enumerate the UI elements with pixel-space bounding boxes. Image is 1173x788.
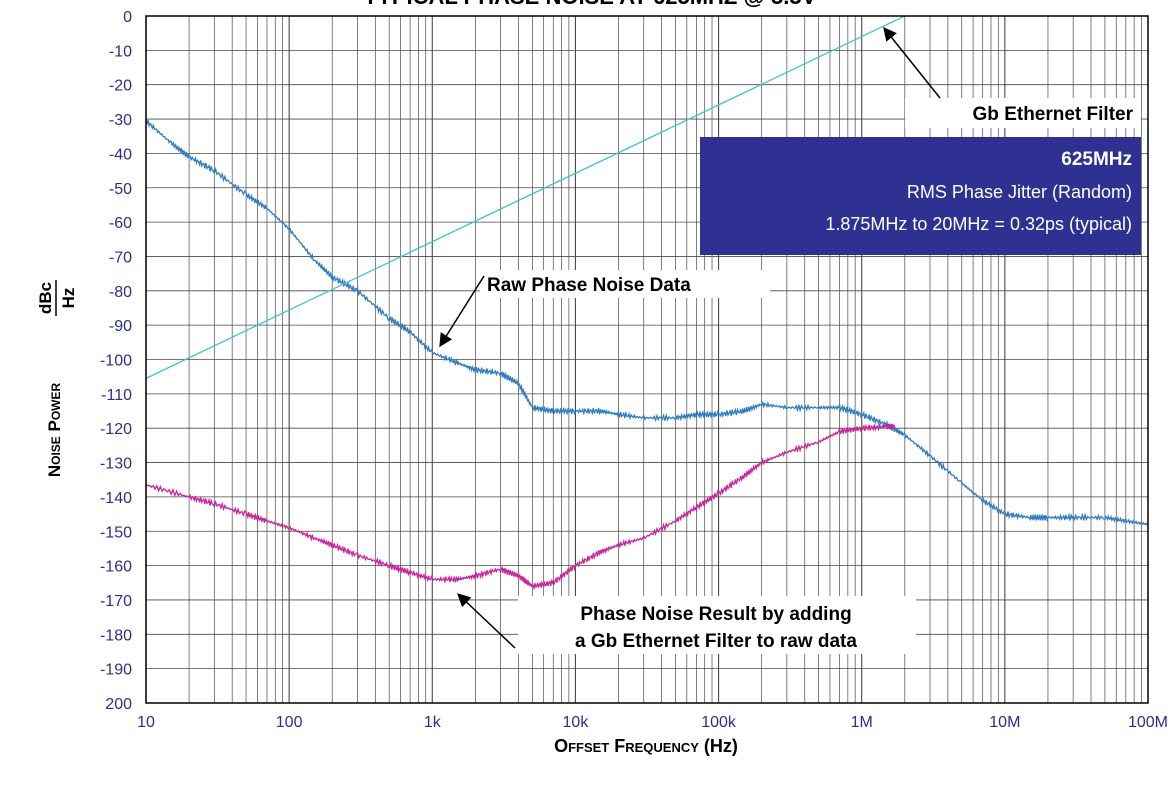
y-tick-label: -190 [100,662,132,679]
x-tick-label: 1k [424,714,442,731]
y-tick-labels: 0 -10 -20 -30 -40 -50 -60 -70 -80 -90 -100 -110 -120… [100,9,132,713]
raw-label-bg [480,270,770,298]
result-label-line1: Phase Noise Result by adding [580,604,851,625]
y-tick-label: 200 [105,696,132,713]
plot-frame [145,15,1149,704]
series-layer [146,16,1148,591]
y-tick-label: -110 [101,387,132,404]
y-tick-label: -30 [109,112,132,129]
result-label-line2: a Gb Ethernet Filter to raw data [575,631,857,652]
x-axis-title: Offset Frequency (Hz) [554,736,738,756]
raw-label: Raw Phase Noise Data [487,275,691,296]
jitter-value: 1.875MHz to 20MHz = 0.32ps (typical) [825,214,1132,234]
y-tick-label: -180 [100,627,132,644]
raw-arrow [439,275,485,348]
y-tick-label: -60 [109,215,132,232]
y-tick-label: -170 [100,593,132,610]
x-tick-label: 100k [701,714,737,731]
y-tick-label: -20 [109,78,132,95]
series-line-3 [146,422,896,591]
y-tick-label: -140 [100,490,132,507]
filter-arrow [883,26,941,99]
y-tick-label: -70 [109,249,132,266]
x-tick-label: 10 [137,714,155,731]
y-tick-label: -40 [109,146,132,163]
y-tick-label: -150 [100,524,132,541]
y-axis-label-main: Noise Power [45,383,64,478]
y-tick-label: -130 [100,456,132,473]
jitter-desc: RMS Phase Jitter (Random) [907,182,1132,202]
chart-title: TYPICAL PHASE NOISE AT 625MHZ @ 3.3V [364,0,817,9]
result-label-bg [518,596,916,654]
x-tick-label: 100 [276,714,303,731]
y-tick-label: -50 [109,181,132,198]
x-tick-label: 100M [1128,714,1168,731]
y-axis-unit-den: Hz [59,288,78,309]
y-tick-label: -10 [109,43,132,60]
x-tick-label: 10M [989,714,1020,731]
y-tick-label: -80 [109,284,132,301]
result-arrow [457,593,516,649]
jitter-info-box [700,137,1141,255]
x-tick-label: 1M [851,714,873,731]
filter-label: Gb Ethernet Filter [973,104,1134,125]
jitter-freq: 625MHz [1061,149,1132,170]
y-tick-label: -90 [109,318,132,335]
series-line-1 [146,119,1148,526]
filter-label-bg [905,98,1141,128]
x-tick-labels: 10 100 1k 10k 100k 1M 10M 100M [137,714,1168,731]
y-axis-title: Noise Power dBc Hz [36,280,78,477]
series-line-2 [146,16,906,379]
y-tick-label: -100 [100,353,132,370]
y-axis-unit-num: dBc [36,282,55,314]
y-tick-label: -120 [100,421,132,438]
x-tick-label: 10k [563,714,590,731]
y-tick-label: 0 [123,9,132,26]
y-tick-label: -160 [100,559,132,576]
